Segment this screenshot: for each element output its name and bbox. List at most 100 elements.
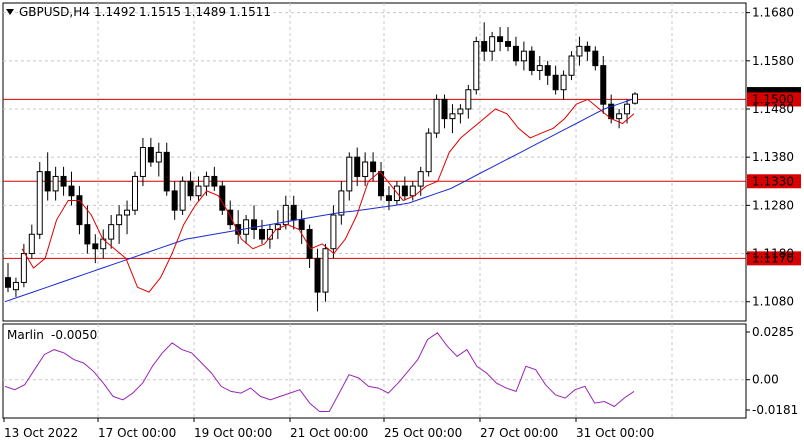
candle-body: [552, 74, 559, 91]
candle-body: [568, 55, 575, 76]
slow-moving-average-line: [4, 98, 633, 303]
candle-body: [36, 171, 43, 235]
candle-body: [378, 171, 385, 197]
candle-body: [338, 190, 345, 216]
candle-body: [195, 185, 202, 197]
candle-body: [322, 248, 329, 293]
candle-body: [282, 204, 289, 226]
candle-body: [147, 147, 154, 163]
time-tick-label: 17 Oct 00:00: [98, 426, 176, 440]
candle-body: [52, 175, 59, 192]
candle-body: [624, 103, 631, 115]
price-tick-label: 1.1180: [752, 247, 794, 261]
candle-body: [592, 50, 599, 67]
candle-body: [108, 224, 115, 240]
candle-body: [616, 113, 623, 120]
candle-body: [243, 219, 250, 235]
indicator-tick-label: -0.0181: [752, 403, 798, 417]
time-tick-label: 13 Oct 2022: [4, 426, 78, 440]
candle-body: [385, 195, 392, 202]
candle-body: [370, 161, 377, 173]
candle-body: [497, 36, 504, 43]
price-axis[interactable]: 1.1680 1.1580 1.1480 1.1380 1.1280 1.1180 1.10…: [746, 6, 794, 309]
candle-body: [203, 175, 210, 187]
candle-body: [520, 50, 527, 62]
time-tick-label: 21 Oct 00:00: [290, 426, 368, 440]
grid: [3, 3, 746, 418]
candle-body: [155, 151, 162, 163]
indicator-tick-label: 0.0285: [752, 325, 794, 339]
candle-body: [44, 171, 51, 192]
candle-body: [489, 36, 496, 52]
candle-body: [409, 185, 416, 197]
indicator-axis: 0.0285 0.00 -0.0181: [746, 325, 798, 417]
candles: [5, 22, 638, 312]
candle-body: [5, 277, 11, 288]
candle-body: [131, 175, 138, 211]
indicator-tick-label: 0.00: [752, 373, 779, 387]
candle-body: [290, 204, 297, 221]
oscillator: [4, 332, 635, 412]
candle-body: [401, 185, 408, 197]
indicator-panel[interactable]: [2, 323, 747, 419]
candle-body: [362, 161, 369, 177]
candle-body: [576, 45, 583, 57]
candle-body: [298, 219, 305, 230]
candle-body: [171, 190, 178, 211]
price-tick-label: 1.1580: [752, 54, 794, 68]
symbol-dropdown-icon[interactable]: [6, 9, 14, 15]
ohlc-high: 1.1515: [139, 5, 181, 19]
fast-moving-average-line: [21, 98, 635, 293]
candle-body: [306, 228, 313, 259]
candle-body: [28, 233, 35, 255]
time-tick-label: 25 Oct 00:00: [384, 426, 462, 440]
candle-body: [528, 50, 535, 71]
candle-body: [560, 74, 567, 91]
level-label: 1.1170: [752, 251, 794, 265]
candle-body: [84, 224, 91, 245]
candle-body: [354, 156, 361, 177]
candle-body: [314, 257, 321, 293]
candle-body: [163, 151, 170, 192]
price-tick-label: 1.1680: [752, 6, 794, 20]
candle-body: [536, 65, 543, 71]
candle-body: [60, 175, 67, 187]
candle-body: [330, 214, 337, 250]
candle-body: [473, 41, 480, 91]
candle-body: [465, 89, 472, 110]
ohlc-low: 1.1489: [184, 5, 226, 19]
level-label-box: [747, 174, 801, 189]
candle-body: [258, 228, 265, 240]
indicator-value: -0.0050: [51, 328, 97, 342]
moving-averages: [4, 98, 635, 303]
candle-body: [600, 65, 607, 105]
candle-body: [505, 41, 512, 47]
level-label-box: [747, 92, 801, 107]
time-axis[interactable]: 13 Oct 2022 17 Oct 00:00 19 Oct 00:00 21 Oc…: [3, 418, 654, 440]
level-label: 1.1500: [752, 92, 794, 106]
level-label-box: [747, 251, 801, 266]
price-tick-label: 1.1480: [752, 102, 794, 116]
candle-body: [274, 224, 281, 230]
price-tick-label: 1.1380: [752, 150, 794, 164]
candle-body: [20, 253, 27, 283]
candle-body: [211, 175, 218, 187]
candle-body: [433, 98, 440, 134]
time-tick-label: 31 Oct 00:00: [576, 426, 654, 440]
candle-body: [227, 209, 234, 226]
price-tick-label: 1.1080: [752, 295, 794, 309]
candle-body: [116, 214, 123, 226]
symbol-label: GBPUSD,H4: [19, 5, 90, 19]
candle-body: [457, 108, 464, 115]
oscillator-line: [4, 332, 635, 412]
level-label: 1.1330: [752, 174, 794, 188]
candle-body: [544, 65, 551, 76]
candle-body: [76, 195, 83, 226]
candle-body: [512, 45, 519, 62]
candle-body: [187, 180, 194, 197]
candle-body: [441, 98, 448, 120]
candle-body: [417, 171, 424, 187]
candle-body: [346, 156, 353, 192]
